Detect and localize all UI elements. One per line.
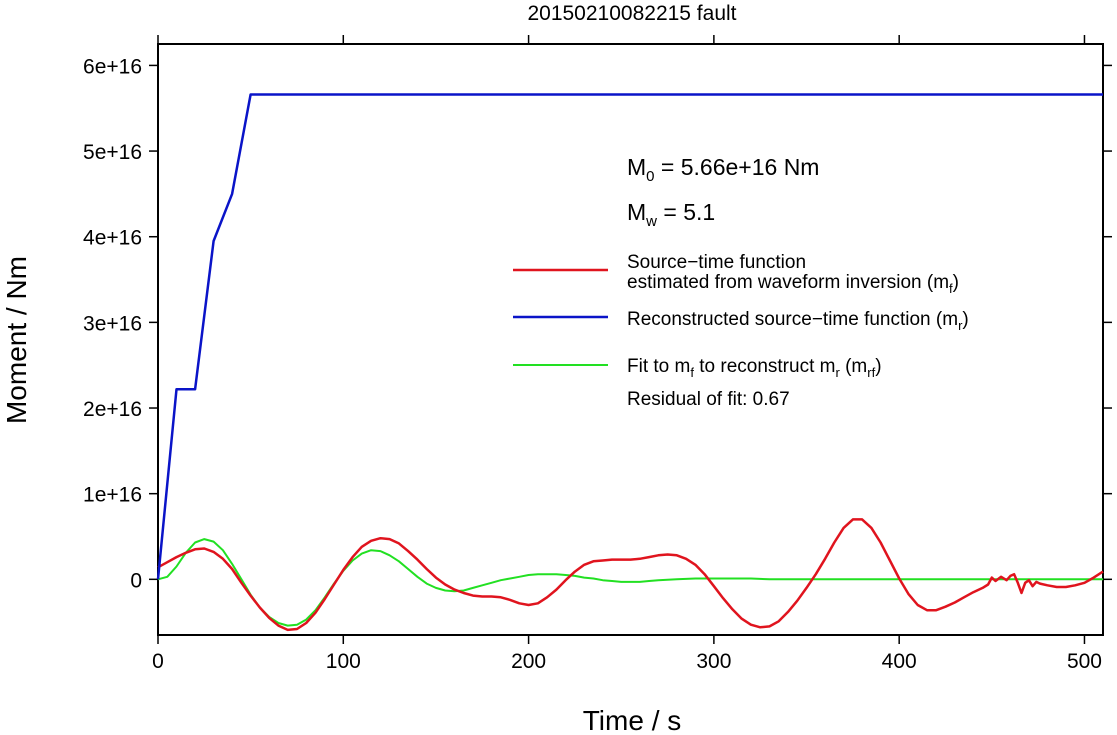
legend-mr-pre: Reconstructed source−time function (m [627,309,958,330]
m0-value: = 5.66e+16 Nm [655,154,820,180]
x-tick-label: 0 [152,650,164,673]
mw-annotation: Mw = 5.1 [627,199,715,230]
mw-value: = 5.1 [657,199,715,225]
series-line-mf [157,518,1104,632]
legend-label-mf-line1: Source−time function [627,252,806,273]
legend-mrf-mid: to reconstruct m [694,356,836,377]
legend-mrf-mid2: (m [840,356,867,377]
residual-annotation: Residual of fit: 0.67 [627,389,790,410]
y-axis: 0 1e+16 2e+16 3e+16 4e+16 5e+16 6e+16 [83,55,1112,592]
y-tick-label: 4e+16 [83,227,142,250]
m0-subscript: 0 [646,168,654,185]
legend-mrf-post: ) [875,356,881,377]
legend-label-mr: Reconstructed source−time function (mr) [627,309,969,333]
legend-mrf-sub3: rf [867,365,875,380]
x-axis-label: Time / s [583,705,682,735]
y-tick-label: 1e+16 [83,484,142,507]
y-tick-label: 2e+16 [83,398,142,421]
legend-mf-line2-post: ) [953,272,959,293]
x-axis: 0 100 200 300 400 500 [152,35,1102,673]
legend-mrf-pre: Fit to m [627,356,690,377]
mw-subscript: w [645,213,657,230]
legend-mr-post: ) [962,309,968,330]
legend-label-mf-line2: estimated from waveform inversion (mf) [627,272,959,296]
m0-annotation: M0 = 5.66e+16 Nm [627,154,819,185]
legend-mf-line2-sub: f [949,281,953,296]
legend: Source−time function estimated from wave… [513,252,969,410]
series-line-mrf [157,538,1103,627]
x-tick-label: 200 [511,650,546,673]
series-line-mr [156,93,1103,580]
mw-symbol: M [627,199,646,225]
plot-frame [157,43,1104,636]
x-tick-label: 300 [696,650,731,673]
legend-mrf-sub2: r [835,365,840,380]
x-tick-label: 400 [882,650,917,673]
legend-mf-line2-pre: estimated from waveform inversion (m [627,272,949,293]
m0-symbol: M [627,154,646,180]
legend-mrf-sub1: f [690,365,694,380]
legend-mr-sub: r [958,318,963,333]
series-layer [156,93,1104,632]
y-tick-label: 5e+16 [83,141,142,164]
y-tick-label: 0 [130,569,142,592]
y-tick-label: 6e+16 [83,55,142,78]
legend-label-mrf: Fit to mf to reconstruct mr (mrf) [627,356,882,380]
x-tick-label: 100 [326,650,361,673]
x-tick-label: 500 [1067,650,1102,673]
chart-title: 20150210082215 fault [527,2,736,25]
y-axis-label: Moment / Nm [1,256,32,424]
y-tick-label: 3e+16 [83,312,142,335]
